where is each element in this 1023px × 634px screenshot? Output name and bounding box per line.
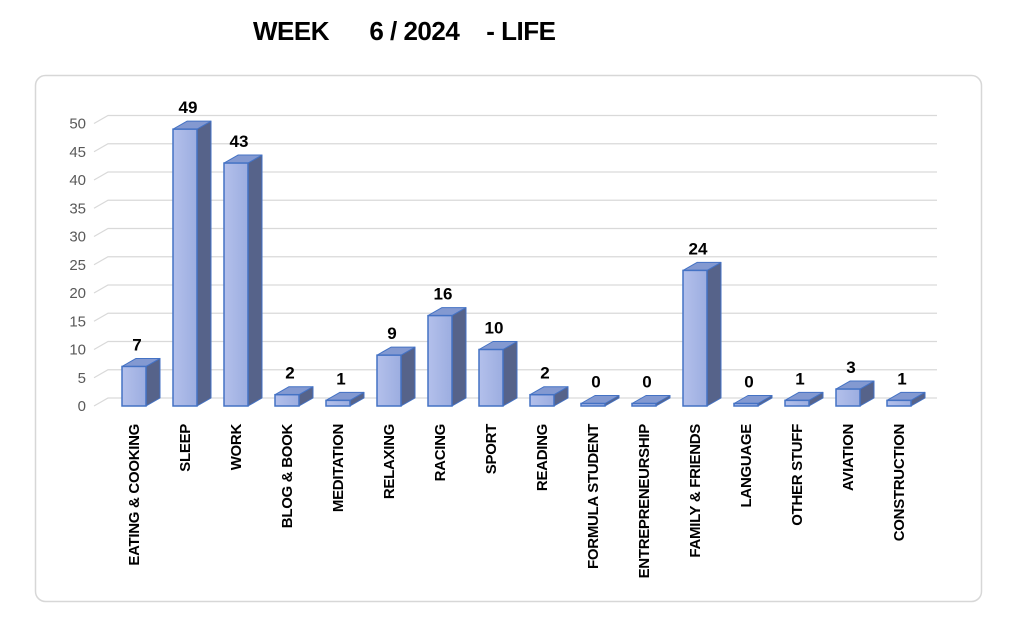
category-label: RELAXING xyxy=(381,424,398,499)
bar-side-face xyxy=(706,261,722,407)
value-label: 1 xyxy=(336,369,345,388)
value-label: 3 xyxy=(846,358,855,377)
category-label: SPORT xyxy=(483,424,500,474)
y-tick-label: 5 xyxy=(78,370,86,387)
y-tick-label: 25 xyxy=(69,257,86,274)
gridline xyxy=(93,227,937,238)
bar-side-face xyxy=(451,307,467,407)
category-label: READING xyxy=(534,424,551,491)
bar-front-face xyxy=(223,162,249,407)
category-label: EATING & COOKING xyxy=(126,424,143,566)
value-label: 43 xyxy=(230,132,249,151)
category-label: RACING xyxy=(432,424,449,481)
gridline xyxy=(93,284,937,294)
gridline xyxy=(93,312,937,322)
category-label: FORMULA STUDENT xyxy=(585,424,602,569)
value-label: 2 xyxy=(540,364,549,383)
bar-front-face xyxy=(733,402,759,407)
bar-front-face xyxy=(886,399,912,407)
y-tick-label: 15 xyxy=(69,313,86,330)
y-tick-label: 35 xyxy=(69,200,86,217)
bar-side-face xyxy=(196,120,212,407)
category-label: AVIATION xyxy=(840,424,857,491)
value-label: 0 xyxy=(642,373,651,392)
bar-front-face xyxy=(631,402,657,407)
bar-front-face xyxy=(580,402,606,407)
chart-area-border xyxy=(34,74,983,603)
bar-front-face xyxy=(121,365,147,407)
gridline xyxy=(93,340,937,351)
value-label: 1 xyxy=(795,369,804,388)
category-label: MEDITATION xyxy=(330,424,347,512)
bar-side-face xyxy=(502,341,518,407)
category-label: CONSTRUCTION xyxy=(891,424,908,541)
value-label: 10 xyxy=(485,319,504,338)
y-tick-label: 10 xyxy=(69,342,86,359)
gridline xyxy=(93,256,937,266)
category-label: OTHER STUFF xyxy=(789,424,806,526)
bar-front-face xyxy=(529,393,555,407)
category-label: ENTREPRENEURSHIP xyxy=(636,424,653,579)
category-label: WORK xyxy=(228,424,245,471)
value-label: 0 xyxy=(744,373,753,392)
category-label: SLEEP xyxy=(177,424,194,472)
y-tick-label: 20 xyxy=(69,285,86,302)
y-tick-label: 0 xyxy=(78,398,86,415)
value-label: 9 xyxy=(387,324,396,343)
bar-front-face xyxy=(835,388,861,407)
bar-front-face xyxy=(274,393,300,407)
value-label: 1 xyxy=(897,369,906,388)
value-label: 49 xyxy=(179,98,198,117)
value-label: 2 xyxy=(285,364,294,383)
value-label: 7 xyxy=(132,335,141,354)
bar-front-face xyxy=(427,314,453,407)
bar-front-face xyxy=(172,128,198,407)
bar-front-face xyxy=(682,269,708,407)
gridline xyxy=(93,114,937,125)
bar-front-face xyxy=(376,354,402,407)
bar-front-face xyxy=(478,348,504,407)
value-label: 0 xyxy=(591,373,600,392)
value-label: 24 xyxy=(689,239,708,258)
y-tick-label: 30 xyxy=(69,229,86,246)
gridline xyxy=(93,171,937,181)
gridline xyxy=(93,369,937,379)
gridline xyxy=(93,143,937,153)
chart-title: WEEK 6 / 2024 - LIFE xyxy=(253,16,556,46)
bar-front-face xyxy=(325,399,351,407)
y-tick-label: 45 xyxy=(69,144,86,161)
gridline xyxy=(93,199,937,209)
category-label: BLOG & BOOK xyxy=(279,424,296,529)
bar-front-face xyxy=(784,399,810,407)
category-label: LANGUAGE xyxy=(738,424,755,508)
bar-side-face xyxy=(400,346,416,407)
y-tick-label: 50 xyxy=(69,116,86,133)
category-label: FAMILY & FRIENDS xyxy=(687,424,704,558)
y-tick-label: 40 xyxy=(69,172,86,189)
bar-side-face xyxy=(247,154,263,407)
value-label: 16 xyxy=(434,285,453,304)
